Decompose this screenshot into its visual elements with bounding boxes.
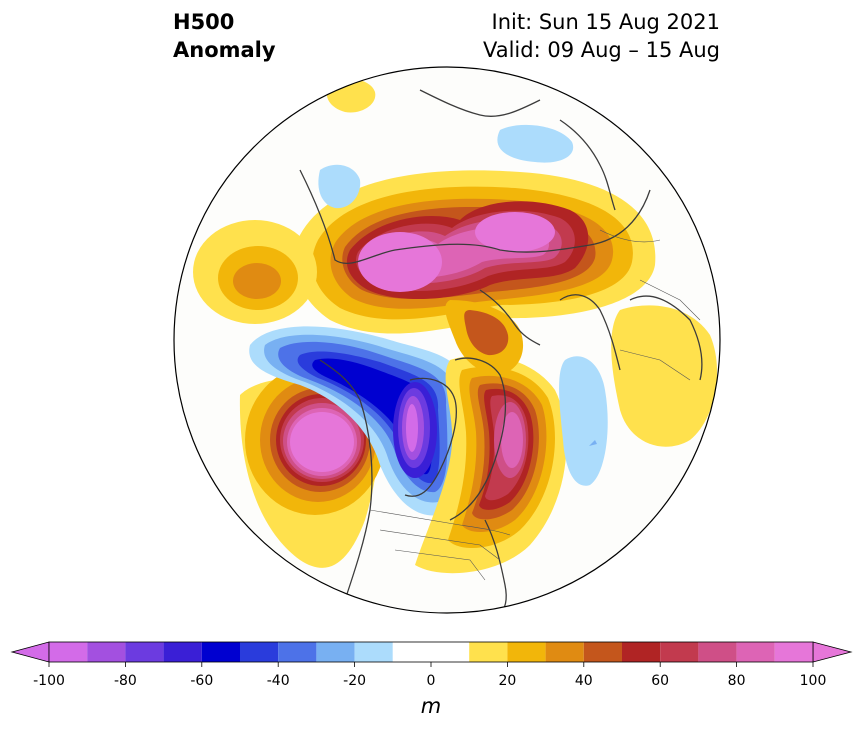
- colorbar-bin: [622, 642, 661, 662]
- polar-map: [173, 66, 721, 614]
- colorbar-bin: [545, 642, 584, 662]
- colorbar-bin: [201, 642, 240, 662]
- colorbar-extend-high: [812, 641, 853, 663]
- colorbar-bin: [698, 642, 737, 662]
- colorbar-bin: [736, 642, 775, 662]
- colorbar-tick-label: -60: [190, 673, 214, 689]
- colorbar-extend-low: [10, 641, 50, 663]
- colorbar-bin: [240, 642, 279, 662]
- positive-anomaly-north-pacific: [193, 220, 317, 324]
- colorbar-bin: [660, 642, 699, 662]
- colorbar-tick-label: 40: [574, 673, 593, 689]
- colorbar-bin: [583, 642, 622, 662]
- colorbar-tick-label: 80: [727, 673, 746, 689]
- colorbar-tick-label: 60: [651, 673, 670, 689]
- colorbar-bin: [163, 642, 202, 662]
- colorbar-bin: [354, 642, 393, 662]
- plot-title: H500 Anomaly: [173, 8, 276, 64]
- colorbar-bin: [49, 642, 88, 662]
- init-time-label: Init: Sun 15 Aug 2021: [491, 10, 720, 34]
- colorbar-tick-label: -80: [113, 673, 137, 689]
- colorbar-tick-label: 20: [498, 673, 517, 689]
- borders: [369, 229, 701, 581]
- colorbar-tick-label: 100: [799, 673, 827, 689]
- valid-time-label: Valid: 09 Aug – 15 Aug: [482, 38, 720, 62]
- colorbar-tick-label: -20: [343, 673, 367, 689]
- colorbar-bin: [278, 642, 317, 662]
- plot-time-info: Init: Sun 15 Aug 2021 Valid: 09 Aug – 15…: [483, 8, 720, 64]
- anomaly-field: [193, 79, 718, 613]
- colorbar-bin: [469, 642, 508, 662]
- colorbar-unit-label: m: [420, 694, 442, 718]
- negative-anomaly-arctic: [497, 124, 574, 163]
- colorbar-bin: [774, 642, 813, 662]
- title-line-2: Anomaly: [173, 38, 276, 62]
- positive-anomaly-east-pacific: [245, 365, 385, 515]
- colorbar-bin: [316, 642, 355, 662]
- colorbar: [10, 641, 853, 667]
- colorbar-tick-label: 0: [426, 673, 436, 689]
- negative-anomaly-canada: [249, 326, 468, 516]
- negative-anomaly-atlantic: [559, 356, 608, 486]
- map-boundary: [173, 66, 721, 614]
- title-line-1: H500: [173, 10, 235, 34]
- colorbar-tick-label: -40: [266, 673, 290, 689]
- colorbar-bin: [87, 642, 126, 662]
- colorbar-tick-label: -100: [33, 673, 65, 689]
- positive-anomaly-europe: [611, 305, 718, 447]
- colorbar-bin: [125, 642, 164, 662]
- positive-anomaly-arctic: [294, 170, 656, 334]
- colorbar-bin: [507, 642, 546, 662]
- colorbar-bin: [392, 642, 470, 662]
